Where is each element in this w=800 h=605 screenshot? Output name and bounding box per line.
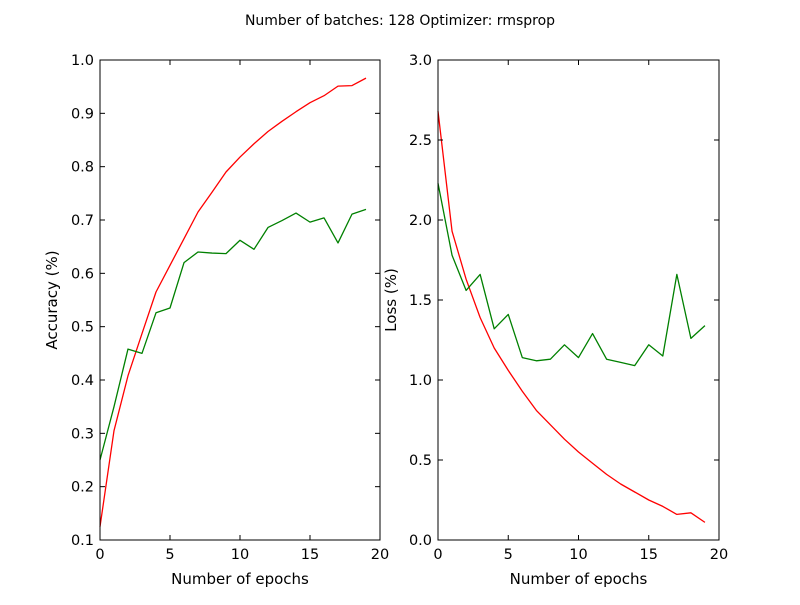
accuracy-y-tick-label: 0.4 — [71, 373, 94, 389]
loss-y-tick-label: 2.0 — [409, 213, 432, 229]
loss-y-tick-label: 2.5 — [409, 133, 432, 149]
accuracy-y-tick-label: 0.2 — [71, 480, 94, 496]
accuracy-x-tick-label: 5 — [165, 547, 174, 563]
subplot-loss: 0 5 10 15 20 0.0 0.5 1.0 1.5 2.0 2.5 3.0 Number of e… — [382, 53, 728, 588]
loss-x-tick-label: 5 — [504, 547, 513, 563]
accuracy-x-tick-label: 20 — [371, 547, 389, 563]
subplots: 0 5 10 15 20 0.1 0.2 0.3 0.4 0.5 0.6 0.7 0.8 0.9 1.0 Nu… — [43, 53, 728, 588]
accuracy-y-tick-label: 0.9 — [71, 106, 94, 122]
accuracy-y-tick-label: 0.7 — [71, 213, 94, 229]
accuracy-y-tick-label: 0.3 — [71, 426, 94, 442]
loss-series-red-line — [437, 111, 706, 523]
loss-x-tick-label: 10 — [569, 547, 587, 563]
accuracy-y-tick-label: 0.8 — [71, 160, 94, 176]
accuracy-series-green-line — [99, 208, 367, 461]
accuracy-y-tick-label: 0.1 — [71, 533, 94, 549]
accuracy-x-axis-label: Number of epochs — [171, 570, 309, 588]
loss-y-tick-label: 1.0 — [409, 373, 432, 389]
loss-series-green-line — [437, 183, 706, 367]
accuracy-y-axis-label: Accuracy (%) — [43, 250, 61, 349]
accuracy-y-tick-label: 0.5 — [71, 320, 94, 336]
figure-title: Number of batches: 128 Optimizer: rmspro… — [245, 13, 555, 29]
accuracy-y-tick-label: 1.0 — [71, 53, 94, 69]
accuracy-x-tick-label: 10 — [231, 547, 249, 563]
accuracy-series-red-line — [99, 77, 367, 527]
loss-y-tick-label: 3.0 — [409, 53, 432, 69]
loss-y-axis-label: Loss (%) — [382, 268, 400, 332]
loss-x-tick-label: 0 — [433, 547, 442, 563]
loss-x-tick-label: 20 — [710, 547, 728, 563]
loss-y-tick-label: 0.0 — [409, 533, 432, 549]
subplot-accuracy: 0 5 10 15 20 0.1 0.2 0.3 0.4 0.5 0.6 0.7 0.8 0.9 1.0 Nu… — [43, 53, 389, 588]
accuracy-x-tick-label: 15 — [301, 547, 319, 563]
loss-y-tick-label: 0.5 — [409, 453, 432, 469]
loss-x-axis-label: Number of epochs — [510, 570, 648, 588]
accuracy-x-tick-label: 0 — [95, 547, 104, 563]
accuracy-axes-frame — [99, 59, 381, 541]
accuracy-y-tick-label: 0.6 — [71, 266, 94, 282]
loss-axes-frame — [437, 59, 720, 541]
loss-x-tick-label: 15 — [640, 547, 658, 563]
loss-y-tick-label: 1.5 — [409, 293, 432, 309]
